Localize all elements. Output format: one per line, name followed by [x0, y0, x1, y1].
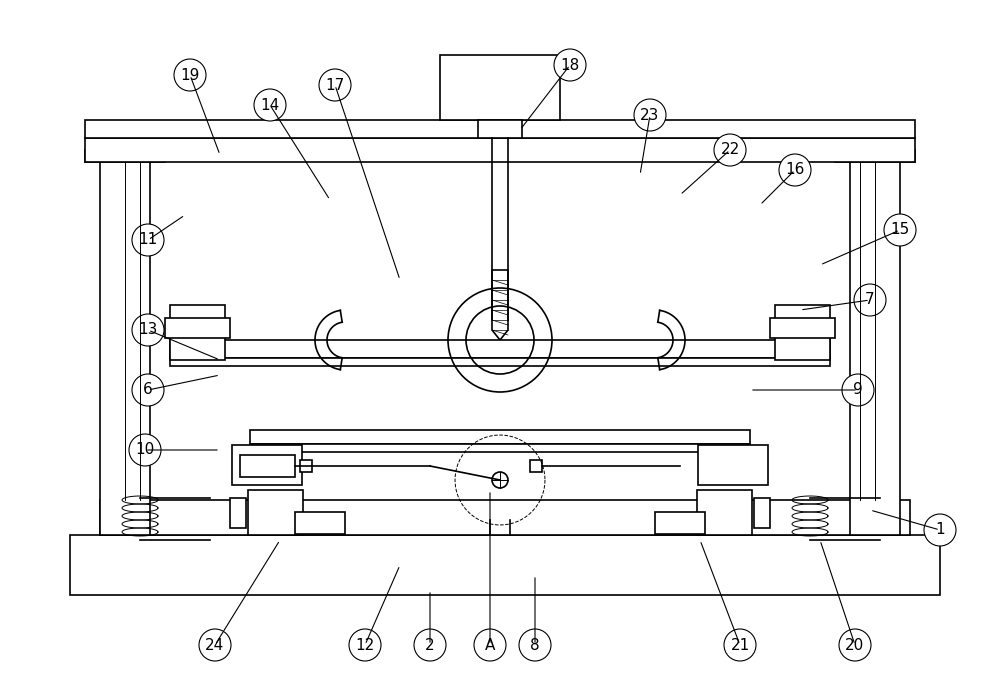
Bar	[170, 340, 830, 358]
Text: 12: 12	[355, 637, 375, 652]
Circle shape	[199, 629, 231, 661]
Circle shape	[319, 69, 351, 101]
Circle shape	[474, 629, 506, 661]
Text: 1: 1	[935, 523, 945, 538]
Bar	[850, 155, 900, 535]
Text: 10: 10	[135, 442, 155, 458]
Circle shape	[842, 374, 874, 406]
Text: 19: 19	[180, 67, 200, 82]
Bar	[170, 358, 830, 366]
Text: 18: 18	[560, 58, 580, 73]
Text: 13: 13	[138, 322, 158, 338]
Bar	[770, 318, 835, 338]
Bar	[295, 512, 345, 534]
Bar	[230, 498, 246, 528]
Text: 15: 15	[890, 222, 910, 237]
Circle shape	[779, 154, 811, 186]
Bar	[100, 155, 150, 535]
Circle shape	[714, 134, 746, 166]
Circle shape	[839, 629, 871, 661]
Bar	[232, 445, 302, 485]
Bar	[250, 430, 750, 444]
Circle shape	[854, 284, 886, 316]
Text: 9: 9	[853, 383, 863, 397]
Text: 21: 21	[730, 637, 750, 652]
Circle shape	[129, 434, 161, 466]
Text: 20: 20	[845, 637, 865, 652]
Bar	[85, 138, 915, 162]
Bar	[100, 500, 910, 535]
Text: 8: 8	[530, 637, 540, 652]
Bar	[300, 460, 312, 472]
Polygon shape	[492, 270, 508, 340]
Text: 23: 23	[640, 108, 660, 123]
Circle shape	[554, 49, 586, 81]
Text: 7: 7	[865, 292, 875, 307]
Bar	[170, 305, 225, 360]
Bar	[70, 535, 940, 595]
Circle shape	[634, 99, 666, 131]
Bar	[698, 445, 768, 485]
Circle shape	[132, 224, 164, 256]
Bar	[440, 55, 560, 120]
Bar	[240, 455, 295, 477]
Circle shape	[132, 314, 164, 346]
Circle shape	[924, 514, 956, 546]
Bar	[250, 444, 750, 452]
Circle shape	[174, 59, 206, 91]
Circle shape	[349, 629, 381, 661]
Circle shape	[884, 214, 916, 246]
Text: 24: 24	[205, 637, 225, 652]
Bar	[530, 460, 542, 472]
Bar	[85, 120, 915, 138]
Text: 2: 2	[425, 637, 435, 652]
Text: 6: 6	[143, 383, 153, 397]
Text: 16: 16	[785, 163, 805, 178]
Circle shape	[414, 629, 446, 661]
Circle shape	[519, 629, 551, 661]
Bar	[775, 305, 830, 360]
Text: 11: 11	[138, 233, 158, 248]
Text: 17: 17	[325, 78, 345, 93]
Circle shape	[254, 89, 286, 121]
Text: A: A	[485, 637, 495, 652]
Bar	[754, 498, 770, 528]
Circle shape	[724, 629, 756, 661]
Bar	[478, 120, 522, 138]
Bar	[248, 490, 303, 535]
Bar	[85, 150, 165, 162]
Bar	[697, 490, 752, 535]
Bar	[655, 512, 705, 534]
Text: 14: 14	[260, 97, 280, 113]
Bar	[835, 150, 915, 162]
Bar	[165, 318, 230, 338]
Circle shape	[132, 374, 164, 406]
Text: 22: 22	[720, 143, 740, 158]
